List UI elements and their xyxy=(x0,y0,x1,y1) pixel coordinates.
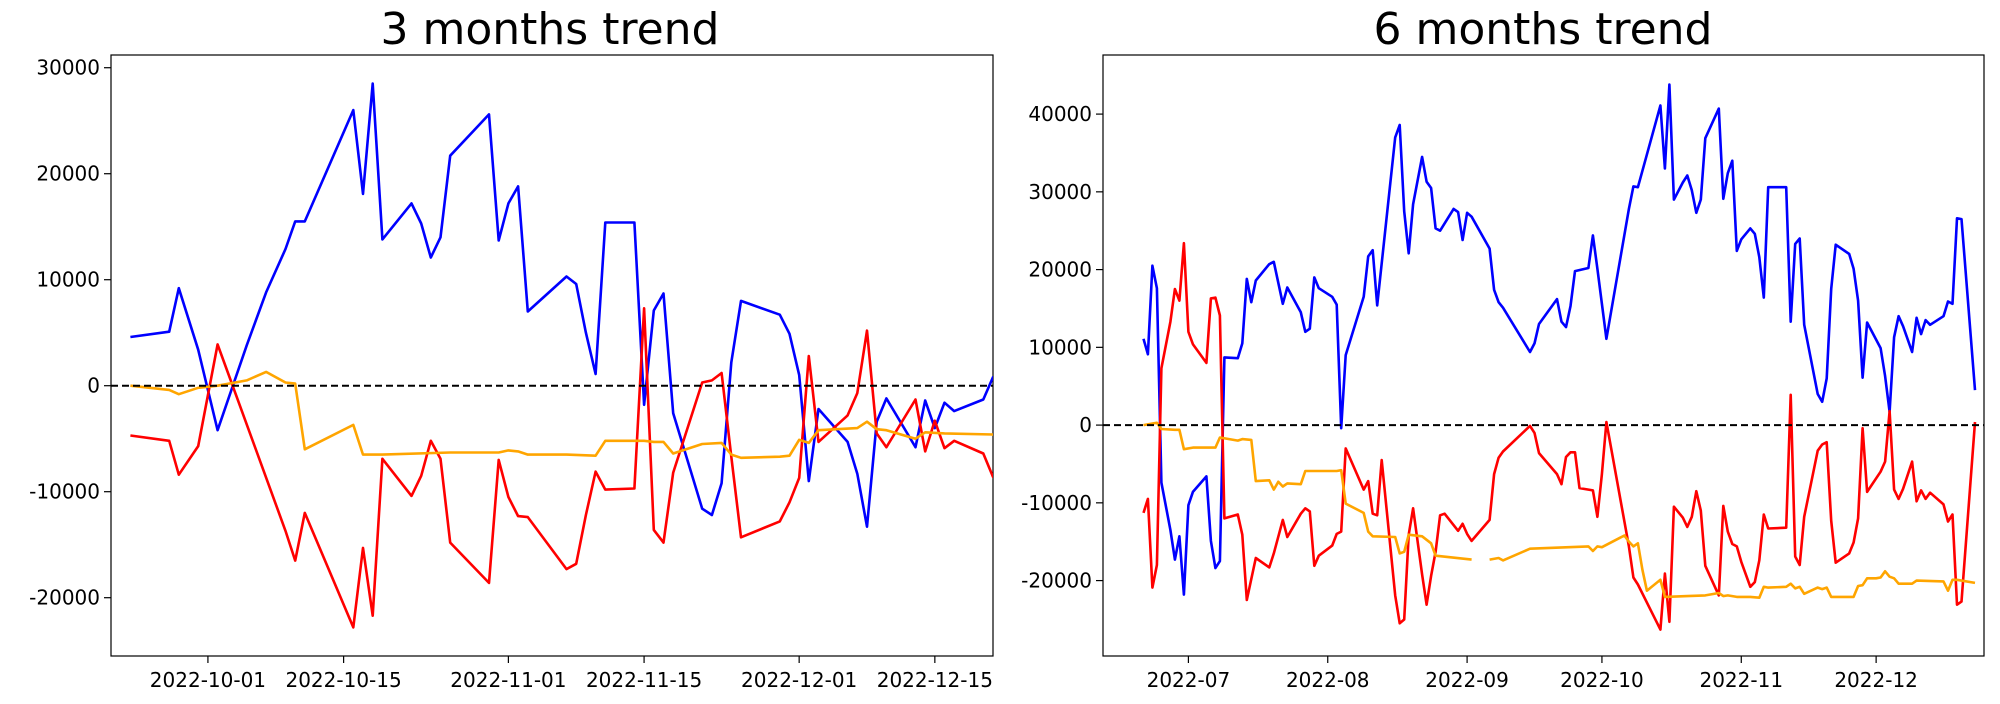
y-tick-label: 20000 xyxy=(36,162,100,186)
x-tick-label: 2022-12-15 xyxy=(877,668,993,692)
y-tick-label: 0 xyxy=(87,374,100,398)
x-tick-label: 2022-10-15 xyxy=(285,668,401,692)
x-tick-label: 2022-09 xyxy=(1425,668,1509,692)
series-line xyxy=(1142,83,1977,596)
y-tick-label: 0 xyxy=(1079,413,1092,437)
y-tick-label: 30000 xyxy=(1028,180,1092,204)
chart-3-months: 3 months trend -20000 -10000 0 10000 20000 30… xyxy=(29,4,994,692)
y-tick-label: -10000 xyxy=(29,480,100,504)
series-line xyxy=(130,307,993,629)
x-tick-label: 2022-08 xyxy=(1286,668,1370,692)
y-tick-label: -10000 xyxy=(1021,491,1092,515)
series-line xyxy=(1143,421,1472,561)
x-tick-label: 2022-10 xyxy=(1560,668,1644,692)
plot-area-frame xyxy=(110,54,994,657)
x-tick-label: 2022-11-01 xyxy=(450,668,566,692)
series-line xyxy=(130,370,993,460)
x-tick-label: 2022-10-01 xyxy=(150,668,266,692)
y-tick-label: -20000 xyxy=(29,586,100,610)
series-line xyxy=(130,82,993,528)
y-tick-label: 30000 xyxy=(36,56,100,80)
y-tick-label: 40000 xyxy=(1028,102,1092,126)
x-tick-label: 2022-11 xyxy=(1699,668,1783,692)
plot-area-frame xyxy=(1102,54,1985,657)
series-line xyxy=(1489,534,1976,599)
y-tick-label: 10000 xyxy=(36,268,100,292)
chart-6-months: 6 months trend -20000 -10000 0 10000 20000 30… xyxy=(1021,4,1985,692)
x-tick-label: 2022-12 xyxy=(1834,668,1918,692)
chart-title: 3 months trend xyxy=(381,4,720,55)
y-tick-label: -20000 xyxy=(1021,569,1092,593)
series-line xyxy=(1142,241,1977,631)
y-tick-label: 10000 xyxy=(1028,335,1092,359)
x-tick-label: 2022-07 xyxy=(1147,668,1231,692)
y-tick-label: 20000 xyxy=(1028,258,1092,282)
x-tick-label: 2022-12-01 xyxy=(741,668,857,692)
chart-title: 6 months trend xyxy=(1374,4,1713,55)
x-tick-label: 2022-11-15 xyxy=(586,668,702,692)
